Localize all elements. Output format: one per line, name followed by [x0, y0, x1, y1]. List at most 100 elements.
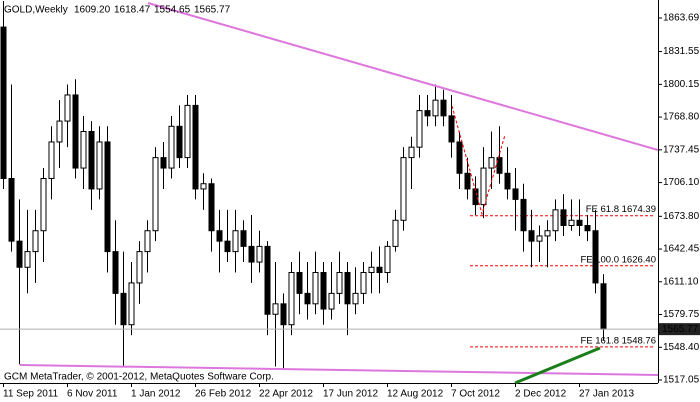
candle-body	[544, 230, 551, 237]
candle-body	[360, 271, 367, 294]
candle-body	[504, 172, 511, 190]
candle-body	[464, 172, 471, 190]
candle-body	[88, 131, 95, 190]
candle-body	[176, 125, 183, 159]
y-tick-label: 1863.69	[663, 13, 700, 24]
candle-body	[256, 245, 263, 263]
current-price-label: 1565.77	[662, 324, 699, 335]
candle-body	[432, 99, 439, 117]
candle-body	[384, 245, 391, 273]
candle-body	[8, 178, 15, 242]
header-value: 1565.77	[194, 5, 231, 16]
candle-body	[296, 271, 303, 294]
marks	[0, 0, 658, 370]
candle-body	[80, 131, 87, 169]
y-tick-label: 1517.05	[663, 375, 700, 386]
candle-body	[192, 104, 199, 190]
candle-body	[440, 99, 447, 117]
candle-body	[32, 230, 39, 253]
header-value: 1554.65	[154, 5, 191, 16]
candle-body	[0, 26, 7, 180]
fe-drawing	[451, 105, 506, 216]
trendline	[19, 364, 659, 376]
candle-body	[208, 183, 215, 232]
fe-label: FE 100.0 1626.40	[580, 254, 656, 265]
candle-body	[496, 157, 503, 174]
candle-body	[280, 303, 287, 326]
candle-body	[336, 271, 343, 294]
candle-body	[368, 266, 375, 273]
candle-body	[232, 230, 239, 253]
candle-body	[104, 141, 111, 253]
candle-body	[576, 219, 583, 226]
candle-body	[24, 251, 31, 268]
candle-body	[400, 157, 407, 221]
header-value: 1618.47	[114, 5, 151, 16]
candle-body	[160, 157, 167, 169]
candle-body	[144, 230, 151, 253]
candle-body	[48, 141, 55, 180]
candle-body	[600, 283, 607, 330]
candle-body	[248, 245, 255, 263]
candle-body	[240, 230, 247, 247]
candle-body	[56, 120, 63, 143]
candle-body	[64, 94, 71, 122]
fe-label: FE 161.8 1548.76	[580, 335, 656, 346]
candle-body	[512, 188, 519, 200]
candle-body	[120, 292, 127, 326]
candle-body	[528, 230, 535, 242]
candle-body	[168, 125, 175, 169]
chart-title: GOLD,Weekly	[4, 5, 68, 16]
candle-body	[184, 104, 191, 159]
x-tick-label: 6 Nov 2011	[67, 389, 118, 400]
x-tick-label: 27 Jan 2013	[579, 389, 634, 400]
candle-body	[312, 271, 319, 305]
y-tick-label: 1548.40	[663, 342, 700, 353]
x-tick-label: 7 Oct 2012	[451, 389, 500, 400]
x-tick-label: 26 Feb 2012	[195, 389, 252, 400]
candle-body	[40, 178, 47, 232]
candle-body	[328, 292, 335, 310]
candle-body	[320, 271, 327, 310]
fe-label: FE 61.8 1674.39	[586, 204, 656, 215]
candle-body	[264, 245, 271, 315]
candle-body	[536, 235, 543, 242]
candle-body	[304, 292, 311, 305]
candle-body	[344, 271, 351, 305]
candle-body	[592, 230, 599, 284]
trendline	[147, 2, 659, 151]
candle-body	[408, 146, 415, 159]
candle-body	[152, 157, 159, 232]
candle-body	[136, 251, 143, 284]
y-tick-label: 1768.80	[663, 112, 700, 123]
candle-body	[112, 251, 119, 294]
candle-body	[128, 282, 135, 326]
trendline	[514, 346, 601, 385]
y-tick-label: 1800.15	[663, 79, 700, 90]
candle-body	[272, 303, 279, 315]
x-tick-label: 17 Jun 2012	[323, 389, 378, 400]
header-value: 1609.20	[74, 5, 111, 16]
candle-body	[456, 141, 463, 174]
x-tick-label: 2 Dec 2012	[515, 389, 567, 400]
y-tick-label: 1579.75	[663, 309, 700, 320]
candle-body	[16, 240, 23, 268]
candle-body	[72, 94, 79, 169]
candle-body	[480, 167, 487, 206]
y-tick-label: 1673.80	[663, 211, 700, 222]
candle-body	[224, 240, 231, 253]
candle-body	[472, 188, 479, 206]
y-tick-label: 1831.55	[663, 46, 700, 57]
y-tick-label: 1737.45	[663, 144, 700, 155]
x-tick-label: 11 Sep 2011	[3, 389, 59, 400]
candle-body	[552, 209, 559, 232]
candle-body	[448, 115, 455, 143]
x-tick-label: 22 Apr 2012	[259, 389, 313, 400]
candle-body	[216, 230, 223, 242]
candle-body	[288, 271, 295, 326]
candle-body	[560, 209, 567, 226]
candle-body	[424, 110, 431, 117]
candle-body	[376, 266, 383, 273]
